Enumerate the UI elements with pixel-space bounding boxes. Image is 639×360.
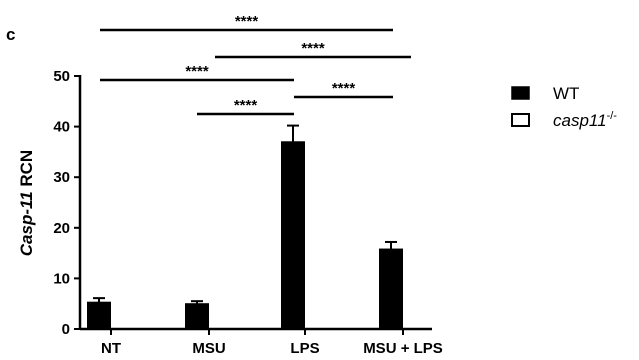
legend-label-casp11-sup: -/-	[607, 110, 618, 122]
y-tick-label: 30	[53, 169, 70, 186]
y-axis-label-unit: RCN	[17, 150, 36, 192]
x-tick-label: MSU	[192, 340, 225, 357]
legend-label-casp11-base: casp11	[553, 111, 607, 130]
y-tick-label: 50	[53, 68, 70, 85]
significance-label: ****	[235, 13, 259, 30]
x-tick-label: MSU + LPS	[363, 340, 443, 357]
legend-swatch-casp11	[511, 113, 530, 127]
legend-label-casp11: casp11-/-	[553, 110, 617, 130]
y-axis-label-gene: Casp-11	[17, 191, 36, 256]
y-tick-label: 40	[53, 119, 70, 136]
legend: WT casp11-/-	[511, 84, 617, 130]
significance-label: ****	[301, 40, 325, 57]
bar-wt	[379, 248, 403, 330]
significance-label: ****	[185, 63, 209, 80]
panel-label: c	[6, 25, 15, 44]
legend-label-wt: WT	[553, 84, 579, 103]
x-tick-label: NT	[101, 340, 121, 357]
bar-wt	[87, 301, 111, 330]
significance-label: ****	[332, 80, 356, 97]
significance-label: ****	[234, 97, 258, 114]
y-tick-label: 20	[53, 220, 70, 237]
bar-wt	[185, 303, 209, 330]
y-tick-label: 0	[62, 321, 70, 338]
y-axis-label: Casp-11 RCN	[17, 150, 36, 256]
x-tick-label: LPS	[290, 340, 319, 357]
plot-area: 0 10 20 30 40 50 NT MSU LPS MSU + LPS **** **** ****…	[53, 13, 442, 357]
bar-wt	[281, 141, 305, 330]
legend-swatch-wt	[511, 86, 530, 100]
y-tick-label: 10	[53, 270, 70, 287]
